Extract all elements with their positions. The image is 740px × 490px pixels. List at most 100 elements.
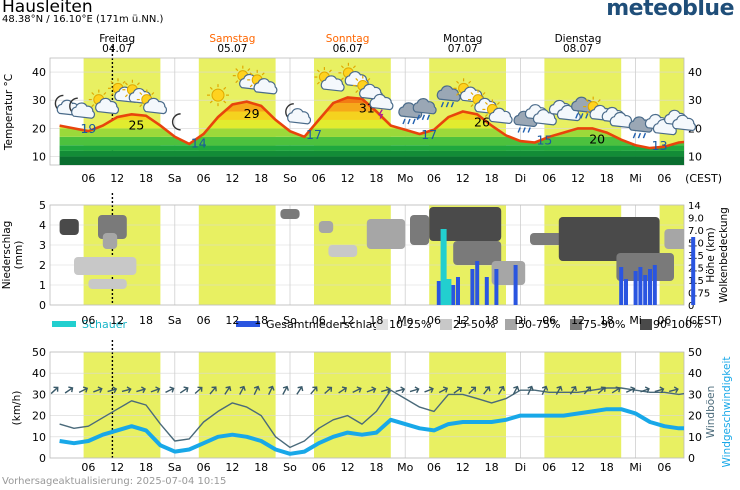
- wind-direction-arrow: [64, 386, 74, 394]
- total-precip-bar: [513, 265, 518, 305]
- legend-cloud-swatch: [376, 319, 388, 330]
- time-tick-label: 06: [197, 314, 211, 327]
- rain-icon: [412, 98, 437, 121]
- cloud-height-tick: 1.5: [688, 276, 704, 287]
- wind-direction-arrow: [611, 386, 621, 394]
- time-tick-label: 18: [600, 172, 614, 185]
- total-precip-bar: [451, 285, 456, 305]
- legend-cloud-swatch: [640, 319, 652, 330]
- wind-direction-arrow: [224, 385, 232, 395]
- time-tick-label: 12: [110, 172, 124, 185]
- wind-speed-line: [59, 407, 684, 456]
- cloud-height-tick: 9.0: [688, 214, 704, 225]
- time-tick-label: 06: [542, 172, 556, 185]
- time-tick-label: Sa: [168, 314, 182, 327]
- time-tick-label: Di: [515, 461, 527, 474]
- sun-cloud-icon: [88, 89, 120, 115]
- total-precip-bar: [470, 269, 475, 305]
- timezone-label: (CEST): [685, 172, 722, 185]
- cloud-icon: [601, 106, 634, 129]
- wind-tick-right: 0: [688, 452, 695, 465]
- temp-color-band: [59, 150, 684, 157]
- cloud-cover-patch: [410, 215, 430, 245]
- cloud-height-tick: 0.75: [688, 289, 710, 300]
- sun-icon: [207, 84, 229, 107]
- total-precip-bar: [456, 277, 460, 305]
- legend-total-label: Gesamtniederschlag: [266, 318, 379, 331]
- day-name: Samstag: [209, 33, 255, 45]
- moon-icon: [171, 113, 181, 131]
- time-tick-label: 06: [542, 314, 556, 327]
- time-tick-label: Mi: [629, 172, 642, 185]
- temp-color-band: [59, 111, 684, 120]
- day-name: Freitag: [99, 33, 135, 45]
- time-tick-label: 12: [341, 461, 355, 474]
- time-tick-label: Sa: [168, 461, 182, 474]
- wind-direction-arrow: [597, 386, 606, 394]
- wind-direction-arrow: [468, 386, 477, 395]
- time-tick-label: 06: [542, 461, 556, 474]
- cloud-height-tick: 5.0: [688, 239, 704, 250]
- time-tick-label: 18: [369, 461, 383, 474]
- time-tick-label: 06: [81, 314, 95, 327]
- wind-direction-arrow: [438, 386, 449, 394]
- time-tick-label: Mi: [629, 314, 642, 327]
- time-tick-label: 06: [312, 314, 326, 327]
- shower-bar: [445, 279, 452, 305]
- legend-cloud-swatch: [505, 319, 517, 330]
- wind-direction-arrow: [668, 386, 679, 394]
- temp-tick-right: 30: [688, 94, 702, 107]
- time-tick-label: So: [283, 461, 297, 474]
- wind-direction-arrow: [324, 386, 333, 394]
- total-precip-bar: [494, 269, 499, 305]
- cloud-height-tick: 3.5: [688, 251, 704, 262]
- temp-extreme-label: 20: [589, 131, 605, 146]
- shower-bar: [440, 229, 447, 305]
- temp-tick-left: 20: [32, 122, 46, 135]
- panel-frame: [49, 204, 685, 306]
- cloud-icon: [664, 109, 697, 132]
- wind-tick-left: 0: [39, 452, 46, 465]
- time-tick-label: So: [283, 314, 297, 327]
- temperature-panel: Temperatur °C101020203030404019251429173…: [3, 46, 722, 185]
- temp-extreme-label: 29: [244, 106, 260, 121]
- wind-gust-axis-label: Windböen: [705, 386, 717, 439]
- time-tick-label: 06: [657, 461, 671, 474]
- cloud-cover-patch: [453, 241, 502, 265]
- precip-tick: 2: [39, 259, 46, 272]
- precipitation-panel: Niederschlag (mm) Höhe (km) Wolkenbedeckung…: [1, 193, 730, 331]
- daylight-band: [83, 352, 161, 458]
- time-tick-label: 06: [312, 461, 326, 474]
- wind-direction-arrow: [409, 386, 420, 394]
- cloud-cover-patch: [366, 219, 406, 249]
- time-tick-label: 06: [657, 172, 671, 185]
- sun-cloud-icon: [482, 99, 513, 125]
- total-precip-bar: [638, 267, 643, 305]
- cloud-cover-patch: [328, 245, 358, 257]
- wind-direction-arrow: [512, 385, 520, 395]
- time-tick-label: Mo: [397, 461, 413, 474]
- temperature-line: [59, 96, 684, 150]
- time-tick-label: 06: [427, 172, 441, 185]
- time-tick-label: 12: [571, 461, 585, 474]
- wind-direction-arrow: [150, 386, 161, 393]
- time-tick-label: 12: [341, 314, 355, 327]
- temp-extreme-label: 19: [80, 121, 96, 136]
- cloud-cover-patch: [88, 279, 127, 289]
- legend-cloud-label: 75-90%: [583, 318, 625, 331]
- temp-extreme-label: 17: [306, 127, 322, 142]
- legend-cloud-label: 90-100%: [653, 318, 702, 331]
- temp-extreme-label: 14: [191, 135, 207, 150]
- wind-direction-arrow: [654, 386, 665, 394]
- temp-color-band: [59, 136, 684, 146]
- precip-tick: 0: [39, 299, 46, 312]
- time-tick-label: 06: [657, 314, 671, 327]
- temp-color-band: [59, 119, 684, 129]
- total-precip-bar: [484, 277, 489, 305]
- wind-direction-arrow: [165, 386, 175, 393]
- cloud-cover-patch: [616, 253, 674, 281]
- brand-logo[interactable]: meteoblue: [606, 0, 734, 21]
- wind-tick-right: 20: [688, 410, 702, 423]
- wind-tick-right: 50: [688, 346, 702, 359]
